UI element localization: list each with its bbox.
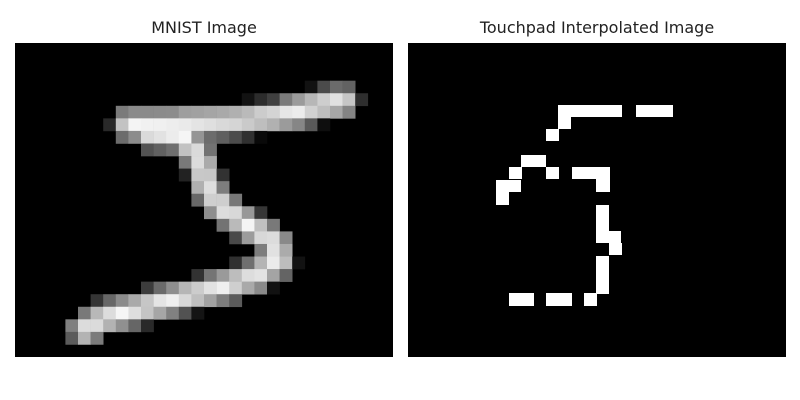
touchpad-panel: Touchpad Interpolated Image — [408, 0, 786, 400]
mnist-digit-five — [65, 80, 369, 345]
mnist-image — [15, 43, 393, 357]
mnist-panel: MNIST Image — [15, 0, 393, 400]
touchpad-title: Touchpad Interpolated Image — [479, 18, 715, 37]
mnist-title: MNIST Image — [151, 18, 257, 37]
touchpad-image — [408, 43, 786, 357]
touchpad-digit-five — [496, 105, 673, 306]
